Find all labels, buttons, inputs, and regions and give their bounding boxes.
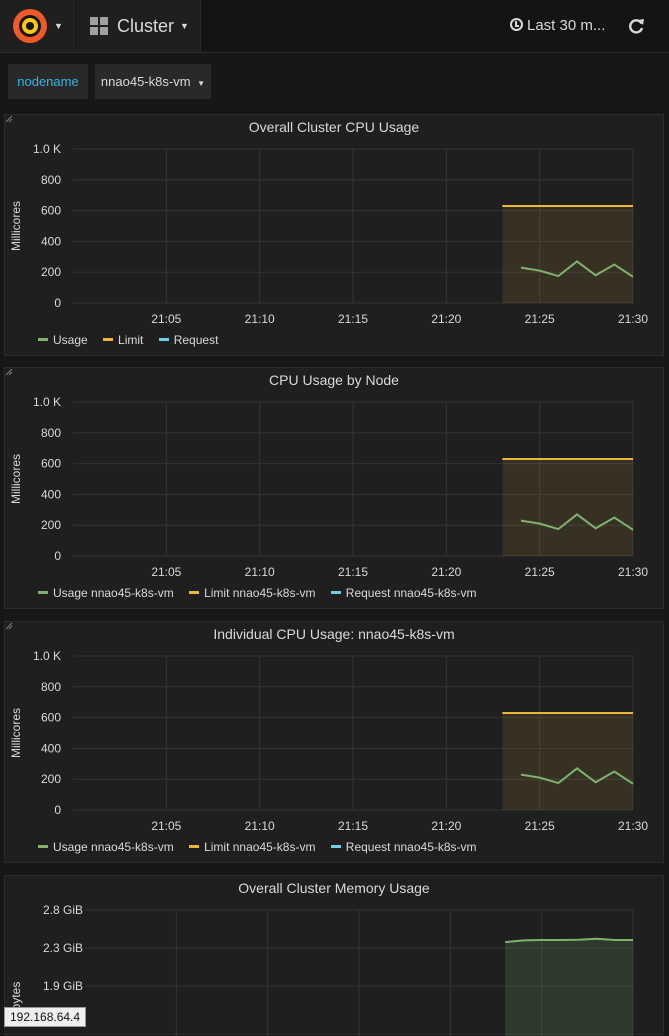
x-tick-label: 21:30 xyxy=(618,819,648,833)
y-axis-label: Millicores xyxy=(9,201,23,251)
series-line xyxy=(520,260,634,278)
dashboard-grid-icon xyxy=(90,17,108,35)
limit-area xyxy=(502,712,633,810)
x-tick-label: 21:30 xyxy=(618,565,648,579)
x-tick-label: 21:20 xyxy=(431,565,461,579)
chevron-down-icon: ▼ xyxy=(54,21,63,31)
panel-title[interactable]: Overall Cluster CPU Usage xyxy=(248,119,420,135)
top-navbar: ▼ Cluster ▼ Last 30 m... xyxy=(0,0,669,53)
chart-legend: Usage nnao45-k8s-vm Limit nnao45-k8s-vm … xyxy=(38,586,489,600)
x-tick-label: 21:15 xyxy=(338,565,368,579)
legend-item[interactable]: Limit xyxy=(103,333,143,347)
y-axis-label: Millicores xyxy=(9,708,23,758)
y-tick-label: 200 xyxy=(41,265,61,279)
y-tick-label: 800 xyxy=(41,426,61,440)
y-tick-label: 600 xyxy=(41,711,61,725)
resize-handle-icon[interactable] xyxy=(5,115,13,123)
x-tick-label: 21:05 xyxy=(151,312,181,326)
x-tick-label: 21:25 xyxy=(525,312,555,326)
series-line xyxy=(520,767,634,785)
y-tick-label: 200 xyxy=(41,518,61,532)
resize-handle-icon[interactable] xyxy=(5,368,13,376)
x-tick-label: 21:25 xyxy=(525,819,555,833)
legend-item[interactable]: Request nnao45-k8s-vm xyxy=(330,586,477,600)
caret-down-icon: ▼ xyxy=(197,79,206,88)
y-tick-label: 2.8 GiB xyxy=(43,903,83,917)
y-tick-label: 1.0 K xyxy=(33,395,61,409)
variable-select[interactable]: nnao45-k8s-vm ▼ xyxy=(95,64,211,99)
resize-handle-icon[interactable] xyxy=(5,622,13,630)
time-range-picker[interactable]: Last 30 m... xyxy=(510,17,605,34)
dashboard-picker-button[interactable]: Cluster ▼ xyxy=(76,0,201,52)
limit-area xyxy=(502,458,633,556)
chart-legend: Usage nnao45-k8s-vm Limit nnao45-k8s-vm … xyxy=(38,840,489,854)
x-tick-label: 21:10 xyxy=(245,565,275,579)
y-tick-label: 600 xyxy=(41,204,61,218)
x-tick-label: 21:30 xyxy=(618,312,648,326)
chart-legend: Usage Limit Request xyxy=(38,333,230,347)
legend-item[interactable]: Limit nnao45-k8s-vm xyxy=(189,586,315,600)
panel-title[interactable]: Overall Cluster Memory Usage xyxy=(238,880,430,896)
legend-item[interactable]: Usage nnao45-k8s-vm xyxy=(38,840,174,854)
y-tick-label: 400 xyxy=(41,487,61,501)
legend-item[interactable]: Request nnao45-k8s-vm xyxy=(330,840,477,854)
x-tick-label: 21:20 xyxy=(431,312,461,326)
x-tick-label: 21:10 xyxy=(245,312,275,326)
y-tick-label: 1.9 GiB xyxy=(43,979,83,993)
y-tick-label: 2.3 GiB xyxy=(43,941,83,955)
cpu-chart: Millicores 0 200 400 600 800 1.0 K 21:05 21:10 21… xyxy=(9,395,648,579)
series-line xyxy=(520,513,634,531)
time-range-label: Last 30 m... xyxy=(527,17,606,34)
variable-value: nnao45-k8s-vm xyxy=(100,74,191,89)
variable-label: nodename xyxy=(8,64,88,99)
y-tick-label: 0 xyxy=(54,296,61,310)
panel-title[interactable]: CPU Usage by Node xyxy=(269,372,399,388)
dashboard-title: Cluster xyxy=(117,16,175,36)
panel-individual-cpu[interactable]: Individual CPU Usage: nnao45-k8s-vm Mill… xyxy=(4,621,664,863)
x-tick-label: 21:15 xyxy=(338,819,368,833)
x-tick-label: 21:25 xyxy=(525,565,555,579)
series-line xyxy=(505,937,633,944)
x-tick-label: 21:05 xyxy=(151,565,181,579)
status-url-tooltip: 192.168.64.4 xyxy=(4,1007,87,1027)
panel-cluster-memory[interactable]: Overall Cluster Memory Usage bytes 1.9 Gi… xyxy=(4,875,664,1036)
refresh-icon[interactable] xyxy=(627,17,645,35)
panel-cluster-cpu[interactable]: Overall Cluster CPU Usage Millicores 0 200… xyxy=(4,114,664,356)
y-tick-label: 200 xyxy=(41,772,61,786)
cpu-chart: Millicores 0 200 400 600 800 1.0 K 21:05 21:10 21… xyxy=(9,649,648,833)
y-tick-label: 0 xyxy=(54,803,61,817)
y-axis-label: Millicores xyxy=(9,454,23,504)
legend-item[interactable]: Limit nnao45-k8s-vm xyxy=(189,840,315,854)
y-tick-label: 0 xyxy=(54,549,61,563)
y-tick-label: 600 xyxy=(41,457,61,471)
legend-item[interactable]: Usage xyxy=(38,333,88,347)
grafana-logo-icon xyxy=(13,9,47,43)
y-tick-label: 400 xyxy=(41,234,61,248)
y-tick-label: 1.0 K xyxy=(33,649,61,663)
y-tick-label: 400 xyxy=(41,741,61,755)
grafana-menu-button[interactable]: ▼ xyxy=(0,0,75,52)
memory-chart: bytes 1.9 GiB 2.3 GiB 2.8 GiB xyxy=(9,903,634,1036)
x-tick-label: 21:10 xyxy=(245,819,275,833)
cpu-chart: Millicores 0 200 400 600 800 1.0 K 21:05 21:10 21… xyxy=(9,142,648,326)
memory-area xyxy=(505,938,633,1036)
x-tick-label: 21:05 xyxy=(151,819,181,833)
y-tick-label: 800 xyxy=(41,680,61,694)
limit-area xyxy=(502,205,633,303)
panel-cpu-by-node[interactable]: CPU Usage by Node Millicores 0 200 400 600 80… xyxy=(4,367,664,609)
legend-item[interactable]: Usage nnao45-k8s-vm xyxy=(38,586,174,600)
legend-item[interactable]: Request xyxy=(158,333,218,347)
panel-title[interactable]: Individual CPU Usage: nnao45-k8s-vm xyxy=(213,626,455,642)
y-tick-label: 1.0 K xyxy=(33,142,61,156)
y-tick-label: 800 xyxy=(41,173,61,187)
x-tick-label: 21:15 xyxy=(338,312,368,326)
chevron-down-icon: ▼ xyxy=(180,21,189,31)
x-tick-label: 21:20 xyxy=(431,819,461,833)
y-axis-label: bytes xyxy=(9,982,23,1011)
clock-icon xyxy=(510,18,523,31)
